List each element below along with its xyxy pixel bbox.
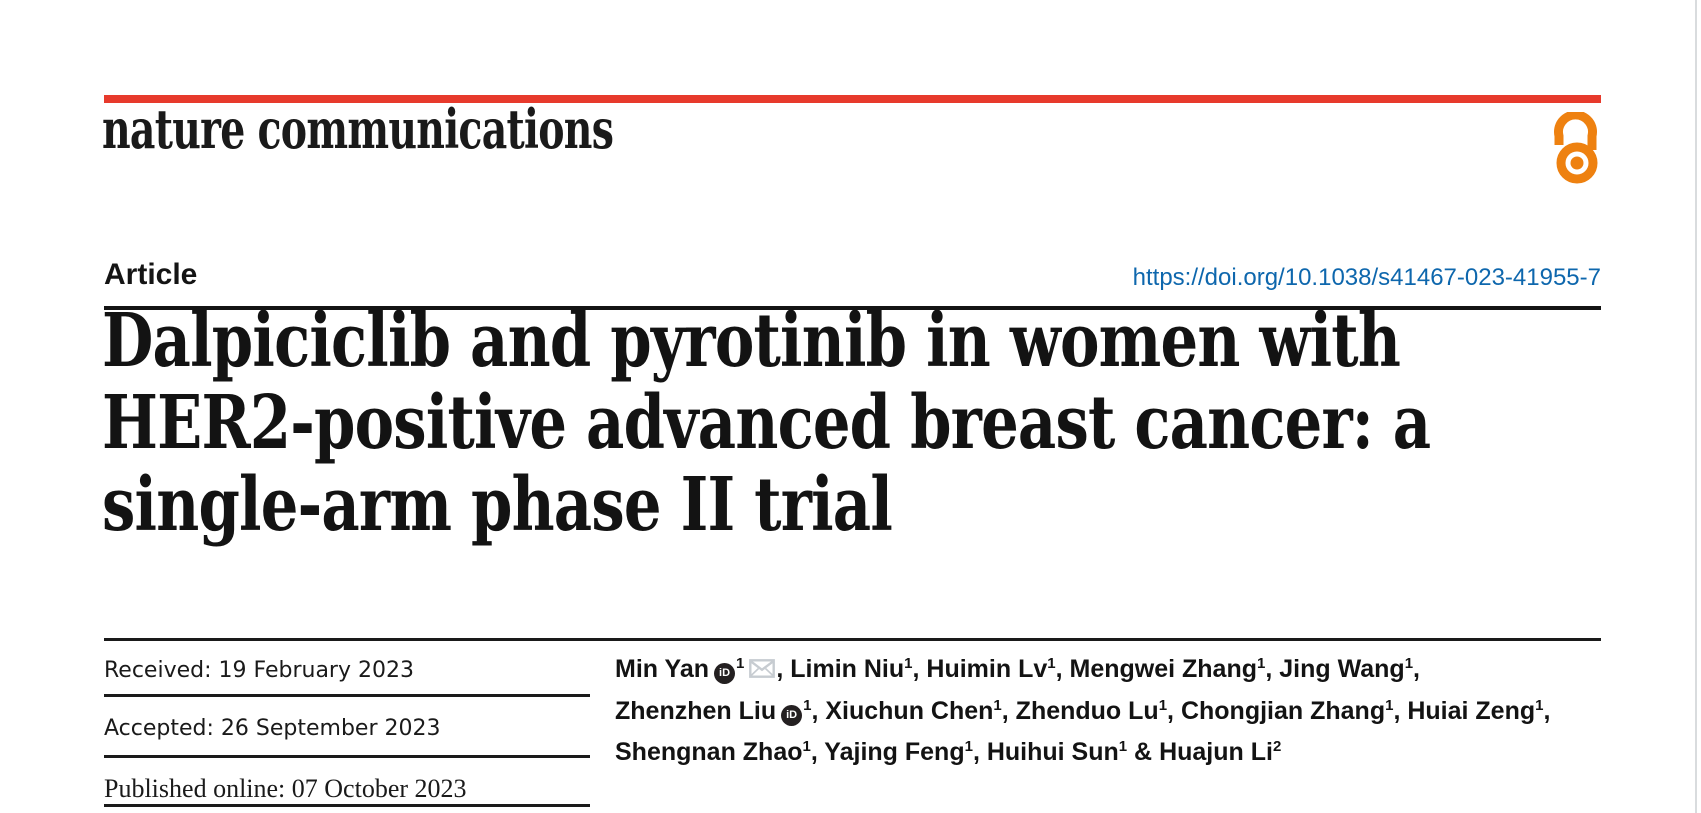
affiliation-superscript: 1 (1158, 697, 1168, 714)
author-name: Limin Niu (790, 655, 905, 683)
author-separator: & (1127, 738, 1160, 766)
author-separator: , (1265, 655, 1280, 683)
published-value: 07 October 2023 (291, 774, 467, 803)
journal-logo: nature communications (102, 97, 614, 161)
doi-link[interactable]: https://doi.org/10.1038/s41467-023-41955… (1132, 264, 1601, 291)
title-line-3: single-arm phase II trial (102, 462, 893, 548)
history-rule (104, 755, 590, 758)
page-right-border (1695, 0, 1697, 813)
affiliation-superscript: 1 (802, 738, 811, 755)
affiliation-superscript: 1 (803, 697, 812, 714)
author-separator: , (972, 738, 987, 766)
article-type-label: Article (104, 258, 198, 291)
author-line: Shengnan Zhao1, Yajing Feng1, Huihui Sun… (615, 729, 1625, 770)
author-name: Zhenzhen Liu (615, 697, 777, 725)
author-name: Huimin Lv (926, 655, 1048, 683)
accepted-value: 26 September 2023 (220, 716, 441, 741)
affiliation-superscript: 1 (1118, 738, 1128, 755)
article-title: Dalpiciclib and pyrotinib in women with … (102, 298, 1431, 548)
author-name: Yajing Feng (824, 738, 965, 766)
published-label: Published online: (104, 774, 286, 803)
author-list: Min Yan iD1, Limin Niu1, Huimin Lv1, Meng… (615, 646, 1625, 770)
author-name: Zhenduo Lu (1015, 697, 1159, 725)
received-date-row: Received: 19 February 2023 (104, 658, 414, 683)
author-name: Min Yan (615, 655, 710, 683)
affiliation-superscript: 1 (1404, 655, 1414, 672)
affiliation-superscript: 2 (1272, 738, 1282, 755)
history-rule (104, 694, 590, 697)
header-rule (104, 306, 1601, 310)
author-separator: , (1001, 697, 1016, 725)
author-separator: , (1413, 655, 1420, 683)
affiliation-superscript: 1 (1047, 655, 1056, 672)
author-separator: , (1167, 697, 1181, 725)
affiliation-superscript: 1 (964, 738, 973, 755)
affiliation-superscript: 1 (904, 655, 913, 672)
author-name: Jing Wang (1279, 655, 1405, 683)
author-line: Zhenzhen Liu iD1, Xiuchun Chen1, Zhenduo … (615, 688, 1625, 729)
orcid-icon[interactable]: iD (781, 705, 803, 726)
accepted-date-row: Accepted: 26 September 2023 (104, 716, 440, 741)
metadata-top-rule (104, 638, 1601, 641)
received-label: Received: (104, 658, 212, 683)
title-line-1: Dalpiciclib and pyrotinib in women with (102, 298, 1401, 384)
author-name: Huiai Zeng (1407, 697, 1536, 725)
email-envelope-icon[interactable] (749, 653, 776, 688)
author-name: Huihui Sun (986, 738, 1119, 766)
author-name: Huajun Li (1159, 738, 1273, 766)
author-separator: , (810, 738, 825, 766)
affiliation-superscript: 1 (1257, 655, 1266, 672)
author-separator: , (811, 697, 826, 725)
author-separator: , (776, 655, 791, 683)
author-separator: , (1055, 655, 1070, 683)
author-separator: , (1393, 697, 1408, 725)
masthead-red-rule (104, 95, 1601, 103)
affiliation-superscript: 1 (993, 697, 1002, 714)
author-separator: , (912, 655, 927, 683)
published-date-row: Published online: 07 October 2023 (104, 774, 467, 804)
author-separator: , (1543, 697, 1551, 725)
orcid-icon[interactable]: iD (714, 663, 736, 684)
history-rule (104, 804, 590, 807)
author-name: Shengnan Zhao (615, 738, 803, 766)
accepted-label: Accepted: (104, 716, 214, 741)
author-name: Xiuchun Chen (825, 697, 994, 725)
title-line-2: HER2-positive advanced breast cancer: a (102, 380, 1431, 466)
author-name: Mengwei Zhang (1069, 655, 1258, 683)
author-line: Min Yan iD1, Limin Niu1, Huimin Lv1, Meng… (615, 646, 1625, 688)
affiliation-superscript: 1 (1535, 697, 1544, 714)
open-access-icon (1550, 110, 1602, 186)
affiliation-superscript: 1 (1385, 697, 1394, 714)
affiliation-superscript: 1 (736, 655, 745, 672)
received-value: 19 February 2023 (218, 658, 414, 683)
author-name: Chongjian Zhang (1180, 697, 1386, 725)
